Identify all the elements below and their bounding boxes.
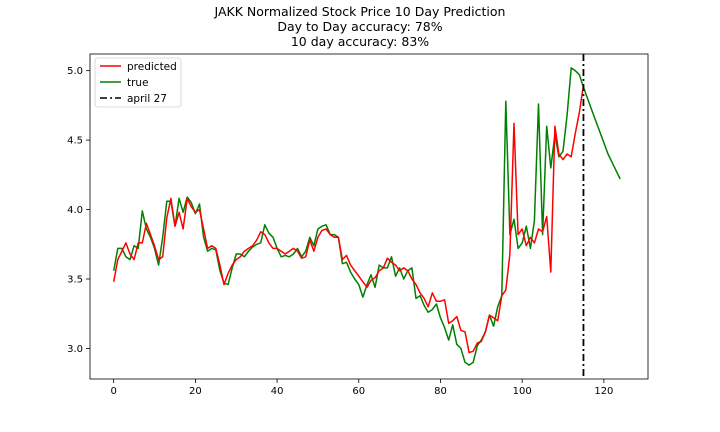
legend-label: april 27 [127,93,167,105]
x-tick-label: 120 [594,386,613,397]
y-tick-label: 4.5 [67,136,83,147]
legend-box [94,57,182,108]
x-tick-label: 0 [111,386,117,397]
y-tick-label: 4.0 [67,205,83,216]
chart-subtitle-day-accuracy: Day to Day accuracy: 78% [277,19,443,34]
x-tick-label: 80 [434,386,447,397]
chart-subtitle-10day-accuracy: 10 day accuracy: 83% [290,34,430,49]
legend-label: predicted [127,61,177,73]
y-tick-label: 3.0 [67,344,83,355]
chart-title: JAKK Normalized Stock Price 10 Day Predi… [214,4,506,19]
x-tick-label: 40 [271,386,284,397]
legend-label: true [127,77,149,89]
plot-frame [89,53,649,380]
x-tick-label: 20 [189,386,202,397]
series-line-true [112,67,621,366]
x-tick-label: 100 [513,386,532,397]
x-tick-label: 60 [352,386,365,397]
y-tick-label: 5.0 [67,66,83,77]
y-tick-label: 3.5 [67,275,83,286]
series-line-predicted [112,84,585,354]
